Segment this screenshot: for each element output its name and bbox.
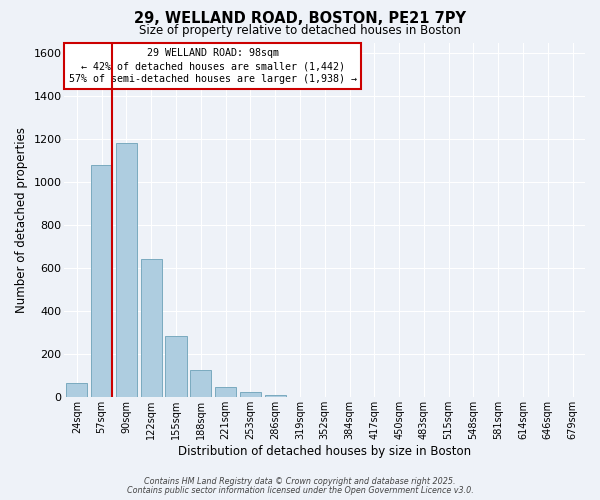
Text: 29, WELLAND ROAD, BOSTON, PE21 7PY: 29, WELLAND ROAD, BOSTON, PE21 7PY — [134, 11, 466, 26]
Bar — [190, 370, 211, 397]
Bar — [265, 394, 286, 397]
Y-axis label: Number of detached properties: Number of detached properties — [15, 126, 28, 312]
Bar — [240, 392, 261, 397]
Bar — [91, 165, 112, 397]
Text: Contains public sector information licensed under the Open Government Licence v3: Contains public sector information licen… — [127, 486, 473, 495]
Text: Size of property relative to detached houses in Boston: Size of property relative to detached ho… — [139, 24, 461, 37]
Bar — [166, 336, 187, 397]
Bar — [116, 144, 137, 397]
X-axis label: Distribution of detached houses by size in Boston: Distribution of detached houses by size … — [178, 444, 471, 458]
Text: Contains HM Land Registry data © Crown copyright and database right 2025.: Contains HM Land Registry data © Crown c… — [144, 477, 456, 486]
Text: 29 WELLAND ROAD: 98sqm
← 42% of detached houses are smaller (1,442)
57% of semi-: 29 WELLAND ROAD: 98sqm ← 42% of detached… — [69, 48, 357, 84]
Bar — [67, 383, 88, 397]
Bar — [140, 260, 162, 397]
Bar — [215, 387, 236, 397]
